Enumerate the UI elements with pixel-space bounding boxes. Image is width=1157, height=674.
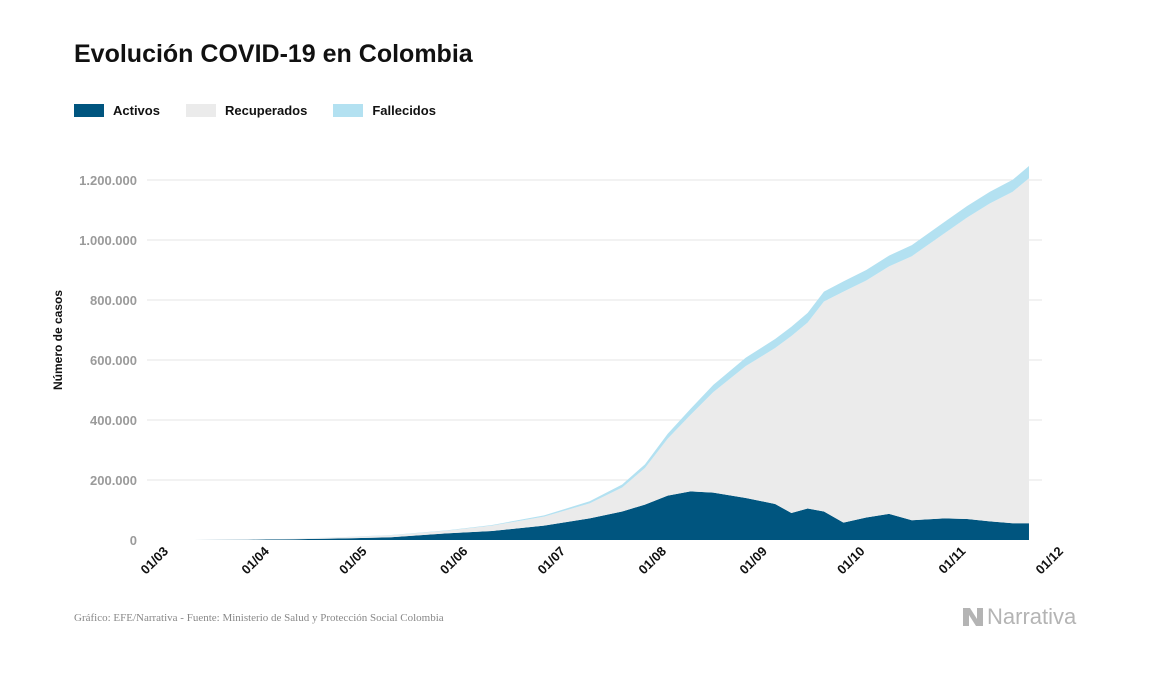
y-tick-label: 400.000: [90, 413, 137, 428]
narrativa-wordmark: Narrativa: [987, 604, 1077, 629]
legend: Activos Recuperados Fallecidos: [74, 103, 462, 118]
y-tick-label: 0: [130, 533, 137, 548]
x-tick-label: 01/12: [1033, 544, 1067, 578]
y-axis-label: Número de casos: [51, 289, 65, 390]
y-tick-label: 600.000: [90, 353, 137, 368]
legend-label-activos: Activos: [113, 103, 160, 118]
x-tick-label: 01/07: [535, 544, 569, 578]
narrativa-logo-icon: [963, 608, 983, 626]
area-recuperados: [163, 178, 1029, 540]
chart-areas: [163, 166, 1029, 541]
narrativa-logo: Narrativa: [962, 604, 1076, 630]
y-tick-label: 1.200.000: [79, 173, 137, 188]
x-tick-label: 01/11: [935, 544, 968, 577]
y-axis-ticks: 0 200.000 400.000 600.000 800.000 1.000.000 1.…: [79, 173, 137, 548]
legend-item-fallecidos: Fallecidos: [333, 103, 436, 118]
x-tick-label: 01/10: [834, 544, 868, 578]
y-tick-label: 200.000: [90, 473, 137, 488]
x-tick-label: 01/09: [736, 544, 770, 578]
area-activos: [163, 491, 1029, 540]
source-credit: Gráfico: EFE/Narrativa - Fuente: Ministe…: [74, 612, 444, 624]
legend-label-fallecidos: Fallecidos: [372, 103, 436, 118]
x-axis-ticks: 01/03 01/04 01/05 01/06 01/07 01/08 01/09 01/10…: [138, 543, 1067, 577]
x-tick-label: 01/03: [138, 544, 172, 578]
y-tick-label: 800.000: [90, 293, 137, 308]
legend-swatch-activos: [74, 104, 104, 117]
chart-title: Evolución COVID-19 en Colombia: [74, 40, 473, 68]
legend-label-recuperados: Recuperados: [224, 103, 308, 118]
x-tick-label: 01/04: [238, 543, 272, 577]
legend-swatch-recuperados: [185, 104, 216, 117]
legend-item-activos: Activos: [74, 103, 160, 118]
y-tick-label: 1.000.000: [79, 233, 137, 248]
x-tick-label: 01/05: [336, 544, 370, 578]
legend-swatch-fallecidos: [333, 104, 364, 117]
x-tick-label: 01/06: [437, 544, 471, 578]
x-tick-label: 01/08: [635, 544, 669, 578]
legend-item-recuperados: Recuperados: [185, 103, 308, 118]
